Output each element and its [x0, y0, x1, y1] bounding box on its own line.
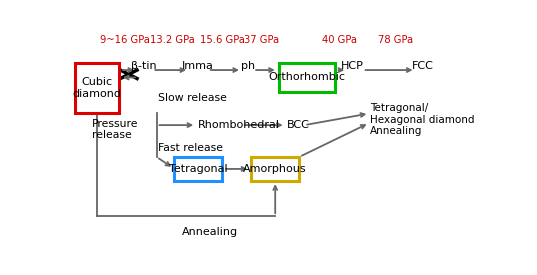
Text: 40 GPa: 40 GPa: [322, 35, 357, 45]
Text: β-tin: β-tin: [132, 61, 157, 71]
Text: Annealing: Annealing: [182, 227, 238, 237]
Text: 78 GPa: 78 GPa: [379, 35, 413, 45]
Text: Cubic
diamond: Cubic diamond: [73, 77, 122, 99]
Text: Tetragonal/
Hexagonal diamond
Annealing: Tetragonal/ Hexagonal diamond Annealing: [370, 103, 475, 136]
Text: 37 GPa: 37 GPa: [244, 35, 279, 45]
Text: Fast release: Fast release: [158, 143, 223, 153]
Text: 13.2 GPa: 13.2 GPa: [150, 35, 194, 45]
Text: Rhombohedral: Rhombohedral: [198, 120, 279, 130]
FancyBboxPatch shape: [175, 157, 222, 181]
Text: Slow release: Slow release: [158, 93, 227, 103]
Text: Tetragonal: Tetragonal: [169, 164, 228, 174]
Text: ph: ph: [241, 61, 255, 71]
Text: Imma: Imma: [182, 61, 214, 71]
FancyBboxPatch shape: [251, 157, 299, 181]
FancyBboxPatch shape: [75, 63, 119, 114]
Text: Pressure
release: Pressure release: [92, 119, 139, 140]
Text: HCP: HCP: [341, 61, 364, 71]
Text: FCC: FCC: [412, 61, 434, 71]
Text: 9~16 GPa: 9~16 GPa: [100, 35, 149, 45]
Text: BCC: BCC: [287, 120, 310, 130]
FancyBboxPatch shape: [279, 63, 335, 92]
Text: 15.6 GPa: 15.6 GPa: [200, 35, 244, 45]
Text: Orthorhombic: Orthorhombic: [268, 73, 345, 82]
Text: Amorphous: Amorphous: [243, 164, 307, 174]
